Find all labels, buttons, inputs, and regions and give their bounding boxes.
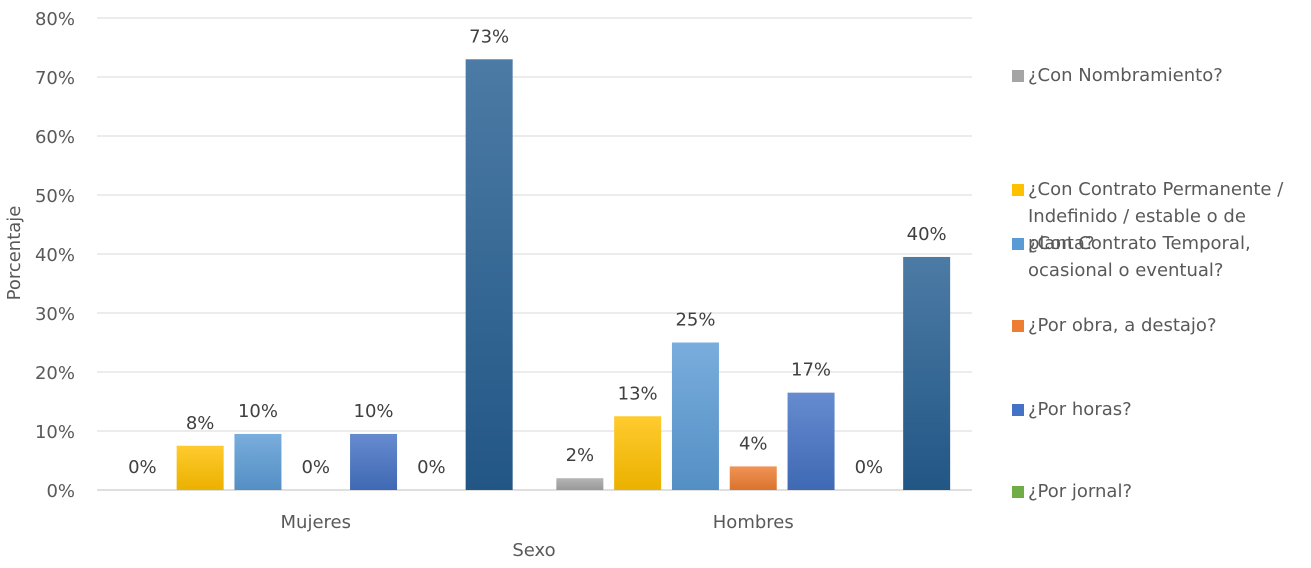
bar [176, 445, 224, 490]
x-tick-label: Mujeres [281, 512, 351, 533]
legend-item: ¿Con Contrato Temporal, ocasional o even… [1012, 230, 1298, 284]
x-axis-ticks: Mujeres Hombres [281, 512, 794, 533]
y-tick-label: 60% [35, 127, 75, 148]
data-label: 0% [417, 457, 446, 478]
x-axis-title: Sexo [512, 540, 555, 561]
legend-item: ¿Por horas? [1012, 396, 1298, 423]
data-label: 40% [907, 224, 947, 245]
legend-label: ¿Por obra, a destajo? [1028, 315, 1217, 336]
data-label: 4% [739, 433, 768, 454]
y-tick-label: 40% [35, 245, 75, 266]
legend-swatch [1012, 404, 1024, 416]
legend-label: ¿Por jornal? [1028, 481, 1132, 502]
y-axis-ticks: 0% 10% 20% 30% 40% 50% 60% 70% 80% [35, 9, 75, 502]
y-tick-label: 80% [35, 9, 75, 30]
data-label: 13% [618, 383, 658, 404]
x-tick-label: Hombres [713, 512, 794, 533]
y-tick-label: 50% [35, 186, 75, 207]
data-label: 17% [791, 360, 831, 381]
bar [903, 256, 951, 490]
bar [729, 466, 777, 490]
legend-swatch [1012, 486, 1024, 498]
bar [465, 59, 513, 491]
data-label: 10% [354, 401, 394, 422]
data-label: 0% [855, 457, 884, 478]
y-tick-label: 0% [46, 481, 75, 502]
bar [350, 433, 398, 490]
bar [556, 478, 604, 490]
y-tick-label: 70% [35, 68, 75, 89]
bar [234, 433, 282, 490]
legend-item: ¿Con Nombramiento? [1012, 62, 1298, 89]
legend: ¿Con Nombramiento? ¿Con Contrato Permanen… [1012, 0, 1311, 568]
data-label: 73% [469, 26, 509, 47]
data-labels: 0% 8% 10% 0% 10% 0% 73% 2% 13% 25% 4% 17% 0% 40% [128, 26, 947, 478]
legend-item: ¿Por obra, a destajo? [1012, 312, 1298, 339]
bar [787, 392, 835, 490]
legend-item: ¿Por jornal? [1012, 478, 1298, 505]
legend-swatch [1012, 320, 1024, 332]
legend-label: ¿Por horas? [1028, 399, 1132, 420]
data-label: 0% [301, 457, 330, 478]
data-label: 10% [238, 401, 278, 422]
bar [614, 416, 662, 490]
y-tick-label: 20% [35, 363, 75, 384]
legend-swatch [1012, 238, 1024, 250]
legend-label: ¿Con Contrato Temporal, ocasional o even… [1028, 233, 1251, 281]
bar [671, 342, 719, 490]
y-tick-label: 30% [35, 304, 75, 325]
y-axis-title: Porcentaje [4, 206, 25, 301]
legend-swatch [1012, 184, 1024, 196]
y-tick-label: 10% [35, 422, 75, 443]
data-label: 8% [186, 413, 215, 434]
legend-item: ¿Con Contrato Permanente / Indefinido / … [1012, 176, 1298, 257]
bars [176, 59, 951, 491]
gridlines [97, 17, 972, 491]
legend-swatch [1012, 70, 1024, 82]
data-label: 25% [675, 310, 715, 331]
legend-label: ¿Con Nombramiento? [1028, 65, 1223, 86]
data-label: 0% [128, 457, 157, 478]
legend-label: ¿Con Contrato Permanente / Indefinido / … [1028, 179, 1284, 254]
data-label: 2% [566, 445, 595, 466]
